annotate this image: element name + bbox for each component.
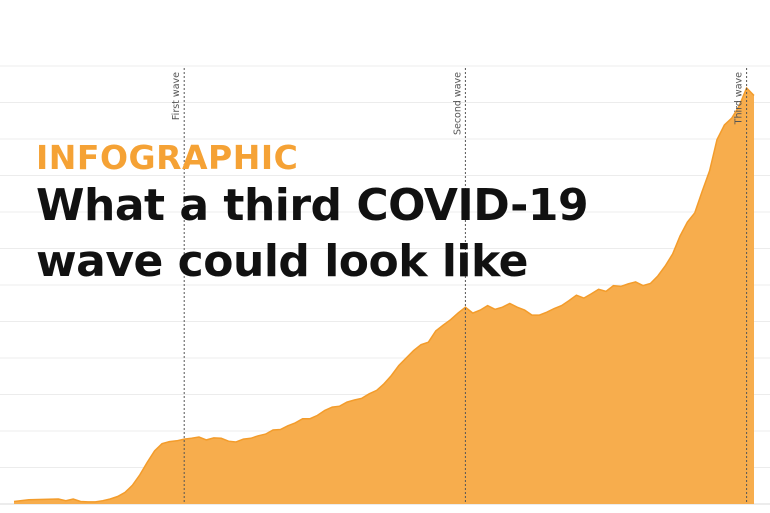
title-line-1: What a third COVID-19	[36, 180, 589, 231]
wave-marker-label: First wave	[171, 72, 182, 120]
kicker-label: INFOGRAPHIC	[36, 138, 299, 177]
wave-area	[14, 88, 754, 504]
wave-markers: First wave Second wave Third wave	[171, 68, 748, 504]
wave-marker-label: Third wave	[734, 72, 745, 125]
wave-area-outline	[13, 86, 755, 503]
title-line-2: wave could look like	[36, 236, 528, 287]
headline: INFOGRAPHIC What a third COVID-19 wave c…	[36, 138, 589, 290]
wave-marker-label: Second wave	[452, 72, 463, 135]
